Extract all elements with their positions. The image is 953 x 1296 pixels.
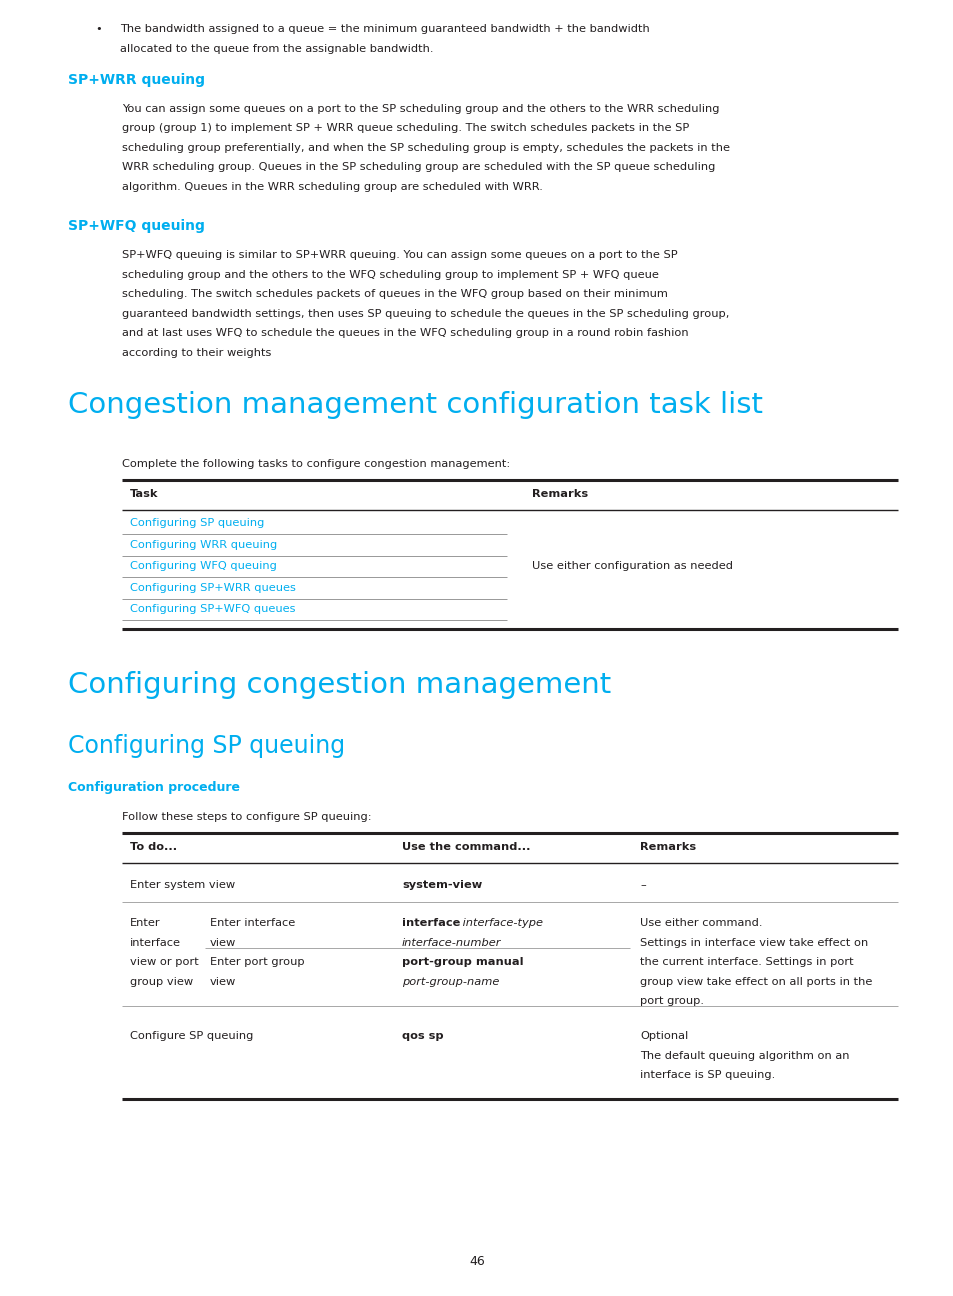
Text: Complete the following tasks to configure congestion management:: Complete the following tasks to configur… (122, 459, 510, 469)
Text: Configuration procedure: Configuration procedure (68, 780, 240, 793)
Text: Use the command...: Use the command... (401, 842, 530, 851)
Text: port group.: port group. (639, 997, 703, 1006)
Text: guaranteed bandwidth settings, then uses SP queuing to schedule the queues in th: guaranteed bandwidth settings, then uses… (122, 308, 729, 319)
Text: interface-type: interface-type (458, 918, 542, 928)
Text: Enter interface: Enter interface (210, 918, 294, 928)
Text: Configuring SP queuing: Configuring SP queuing (130, 518, 264, 529)
Text: view: view (210, 977, 236, 986)
Text: Enter port group: Enter port group (210, 956, 304, 967)
Text: Configuring congestion management: Configuring congestion management (68, 671, 611, 700)
Text: 46: 46 (469, 1255, 484, 1267)
Text: scheduling. The switch schedules packets of queues in the WFQ group based on the: scheduling. The switch schedules packets… (122, 289, 667, 299)
Text: Configuring SP queuing: Configuring SP queuing (68, 734, 345, 758)
Text: view: view (210, 937, 236, 947)
Text: according to their weights: according to their weights (122, 347, 271, 358)
Text: scheduling group preferentially, and when the SP scheduling group is empty, sche: scheduling group preferentially, and whe… (122, 143, 729, 153)
Text: Settings in interface view take effect on: Settings in interface view take effect o… (639, 937, 867, 947)
Text: Follow these steps to configure SP queuing:: Follow these steps to configure SP queui… (122, 811, 372, 822)
Text: Enter system view: Enter system view (130, 880, 234, 890)
Text: view or port: view or port (130, 956, 198, 967)
Text: allocated to the queue from the assignable bandwidth.: allocated to the queue from the assignab… (120, 44, 433, 53)
Text: Remarks: Remarks (532, 489, 587, 499)
Text: scheduling group and the others to the WFQ scheduling group to implement SP + WF: scheduling group and the others to the W… (122, 270, 659, 280)
Text: •: • (95, 25, 102, 34)
Text: Configuring WFQ queuing: Configuring WFQ queuing (130, 561, 276, 572)
Text: the current interface. Settings in port: the current interface. Settings in port (639, 956, 853, 967)
Text: interface-number: interface-number (401, 937, 501, 947)
Text: SP+WRR queuing: SP+WRR queuing (68, 73, 205, 87)
Text: Configuring WRR queuing: Configuring WRR queuing (130, 539, 277, 550)
Text: The default queuing algorithm on an: The default queuing algorithm on an (639, 1051, 848, 1060)
Text: Task: Task (130, 489, 158, 499)
Text: group view take effect on all ports in the: group view take effect on all ports in t… (639, 977, 871, 986)
Text: –: – (639, 880, 645, 890)
Text: You can assign some queues on a port to the SP scheduling group and the others t: You can assign some queues on a port to … (122, 104, 719, 114)
Text: qos sp: qos sp (401, 1032, 443, 1041)
Text: SP+WFQ queuing: SP+WFQ queuing (68, 219, 205, 233)
Text: Configuring SP+WFQ queues: Configuring SP+WFQ queues (130, 604, 295, 614)
Text: Remarks: Remarks (639, 842, 696, 851)
Text: interface is SP queuing.: interface is SP queuing. (639, 1070, 775, 1080)
Text: Optional: Optional (639, 1032, 687, 1041)
Text: port-group-name: port-group-name (401, 977, 498, 986)
Text: Use either command.: Use either command. (639, 918, 761, 928)
Text: group view: group view (130, 977, 193, 986)
Text: To do...: To do... (130, 842, 177, 851)
Text: algorithm. Queues in the WRR scheduling group are scheduled with WRR.: algorithm. Queues in the WRR scheduling … (122, 181, 542, 192)
Text: system-view: system-view (401, 880, 482, 890)
Text: SP+WFQ queuing is similar to SP+WRR queuing. You can assign some queues on a por: SP+WFQ queuing is similar to SP+WRR queu… (122, 250, 677, 260)
Text: interface: interface (130, 937, 181, 947)
Text: Enter: Enter (130, 918, 160, 928)
Text: group (group 1) to implement SP + WRR queue scheduling. The switch schedules pac: group (group 1) to implement SP + WRR qu… (122, 123, 688, 133)
Text: Use either configuration as needed: Use either configuration as needed (532, 561, 732, 572)
Text: Configure SP queuing: Configure SP queuing (130, 1032, 253, 1041)
Text: interface: interface (401, 918, 460, 928)
Text: Congestion management configuration task list: Congestion management configuration task… (68, 390, 762, 419)
Text: and at last uses WFQ to schedule the queues in the WFQ scheduling group in a rou: and at last uses WFQ to schedule the que… (122, 328, 688, 338)
Text: port-group manual: port-group manual (401, 956, 523, 967)
Text: The bandwidth assigned to a queue = the minimum guaranteed bandwidth + the bandw: The bandwidth assigned to a queue = the … (120, 25, 649, 34)
Text: WRR scheduling group. Queues in the SP scheduling group are scheduled with the S: WRR scheduling group. Queues in the SP s… (122, 162, 715, 172)
Text: Configuring SP+WRR queues: Configuring SP+WRR queues (130, 583, 295, 592)
